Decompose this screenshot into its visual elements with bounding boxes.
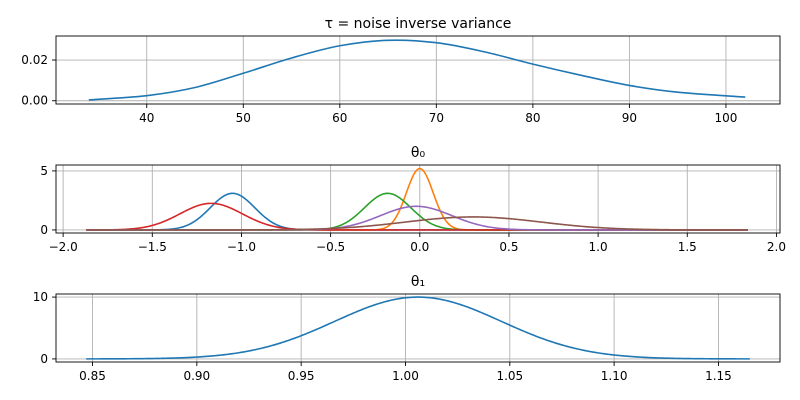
plot-frame: [55, 164, 781, 234]
x-tick-label: 0.95: [288, 369, 315, 383]
x-tick-label: 1.05: [496, 369, 523, 383]
y-tick-label: 0.00: [21, 94, 48, 108]
x-tick-label: −0.5: [316, 240, 345, 254]
x-tick-label: 70: [429, 111, 444, 125]
x-tick-label: 1.10: [601, 369, 628, 383]
x-tick-label: 1.00: [392, 369, 419, 383]
x-tick-label: 0.90: [183, 369, 210, 383]
x-tick-label: 0.5: [499, 240, 518, 254]
subplot-2: −2.0 −1.5 −1.0 −0.5 0.0 0.5 1.0 1.5 2.0 0 5 θ₀: [40, 145, 786, 254]
x-tick-label: 0.0: [410, 240, 429, 254]
y-tick-label: 0.02: [21, 53, 48, 67]
x-tick-label: −1.5: [138, 240, 167, 254]
x-tick-label: 60: [332, 111, 347, 125]
x-tick-label: 50: [236, 111, 251, 125]
series-line-1: [86, 296, 750, 360]
x-tick-label: 1.15: [705, 369, 732, 383]
series-line-1: [88, 39, 746, 101]
y-tick-label: 5: [40, 164, 48, 178]
x-tick-label: 100: [714, 111, 737, 125]
x-tick-label: 40: [139, 111, 154, 125]
y-tick-label: 10: [33, 290, 48, 304]
plot-frame: [55, 293, 781, 363]
x-tick-label: 2.0: [767, 240, 786, 254]
y-tick-label: 0: [40, 223, 48, 237]
chart-title: θ₁: [411, 274, 425, 290]
x-tick-label: 80: [525, 111, 540, 125]
x-tick-label: −2.0: [49, 240, 78, 254]
chart-title: θ₀: [411, 145, 426, 161]
x-tick-label: −1.0: [227, 240, 256, 254]
x-tick-label: 0.85: [79, 369, 106, 383]
subplot-3: 0.85 0.90 0.95 1.00 1.05 1.10 1.15 0 10 θ₁: [33, 274, 781, 383]
x-tick-label: 90: [622, 111, 637, 125]
series-line-6: [86, 216, 748, 231]
x-tick-label: 1.5: [678, 240, 697, 254]
chart-title: τ = noise inverse variance: [325, 16, 512, 32]
subplot-1: 40 50 60 70 80 90 100 0.00 0.02 τ = noise inverse…: [21, 16, 781, 125]
plot-frame: [55, 35, 781, 105]
y-tick-label: 0: [40, 352, 48, 366]
x-tick-label: 1.0: [589, 240, 608, 254]
